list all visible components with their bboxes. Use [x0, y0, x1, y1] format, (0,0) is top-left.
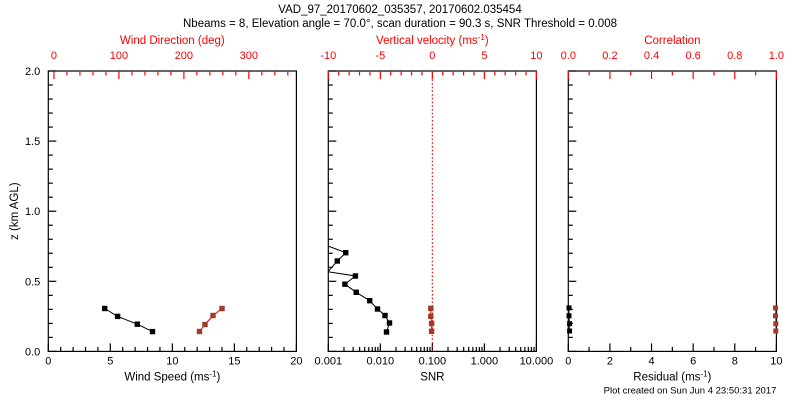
svg-text:0.5: 0.5 [25, 276, 40, 288]
svg-text:0.6: 0.6 [686, 50, 701, 62]
svg-text:0.001: 0.001 [315, 355, 343, 367]
svg-text:0.010: 0.010 [367, 355, 395, 367]
svg-text:10: 10 [770, 355, 782, 367]
svg-text:0: 0 [429, 50, 435, 62]
svg-text:300: 300 [240, 50, 258, 62]
svg-text:8: 8 [732, 355, 738, 367]
svg-text:Correlation: Correlation [644, 35, 700, 47]
svg-text:Plot created on Sun Jun 4 23:: Plot created on Sun Jun 4 23:50:31 2017 [604, 385, 777, 396]
svg-text:-10: -10 [320, 50, 336, 62]
svg-text:-5: -5 [375, 50, 385, 62]
svg-text:0.100: 0.100 [419, 355, 447, 367]
svg-text:20: 20 [290, 355, 302, 367]
svg-text:200: 200 [175, 50, 193, 62]
svg-text:10: 10 [166, 355, 178, 367]
svg-text:0: 0 [51, 50, 57, 62]
svg-text:10: 10 [530, 50, 542, 62]
svg-text:Wind Direction (deg): Wind Direction (deg) [120, 35, 225, 47]
svg-text:5: 5 [481, 50, 487, 62]
svg-text:SNR: SNR [420, 371, 444, 383]
svg-text:10.000: 10.000 [520, 355, 554, 367]
svg-text:0.8: 0.8 [727, 50, 742, 62]
svg-text:1.0: 1.0 [769, 50, 784, 62]
svg-text:5: 5 [107, 355, 113, 367]
svg-text:2: 2 [607, 355, 613, 367]
svg-text:4: 4 [648, 355, 654, 367]
svg-text:6: 6 [690, 355, 696, 367]
svg-text:Residual (ms-1): Residual (ms-1) [633, 369, 711, 384]
svg-text:1.5: 1.5 [25, 136, 40, 148]
svg-text:0.0: 0.0 [25, 346, 40, 358]
svg-text:VAD_97_20170602_035357, 201706: VAD_97_20170602_035357, 20170602.035454 [278, 4, 522, 16]
svg-text:Nbeams = 8, Elevation angle =: Nbeams = 8, Elevation angle = 70.0°, sca… [183, 18, 617, 30]
svg-text:15: 15 [228, 355, 240, 367]
svg-text:1.000: 1.000 [471, 355, 499, 367]
svg-text:0: 0 [45, 355, 51, 367]
svg-text:Vertical velocity (ms-1): Vertical velocity (ms-1) [376, 33, 489, 48]
svg-text:0.4: 0.4 [644, 50, 659, 62]
svg-text:z (km AGL): z (km AGL) [9, 182, 21, 240]
svg-text:0.2: 0.2 [602, 50, 617, 62]
svg-text:1.0: 1.0 [25, 206, 40, 218]
svg-text:0.0: 0.0 [561, 50, 576, 62]
svg-text:Wind Speed (ms-1): Wind Speed (ms-1) [124, 369, 220, 384]
svg-text:100: 100 [110, 50, 128, 62]
svg-text:2.0: 2.0 [25, 66, 40, 78]
svg-text:0: 0 [565, 355, 571, 367]
